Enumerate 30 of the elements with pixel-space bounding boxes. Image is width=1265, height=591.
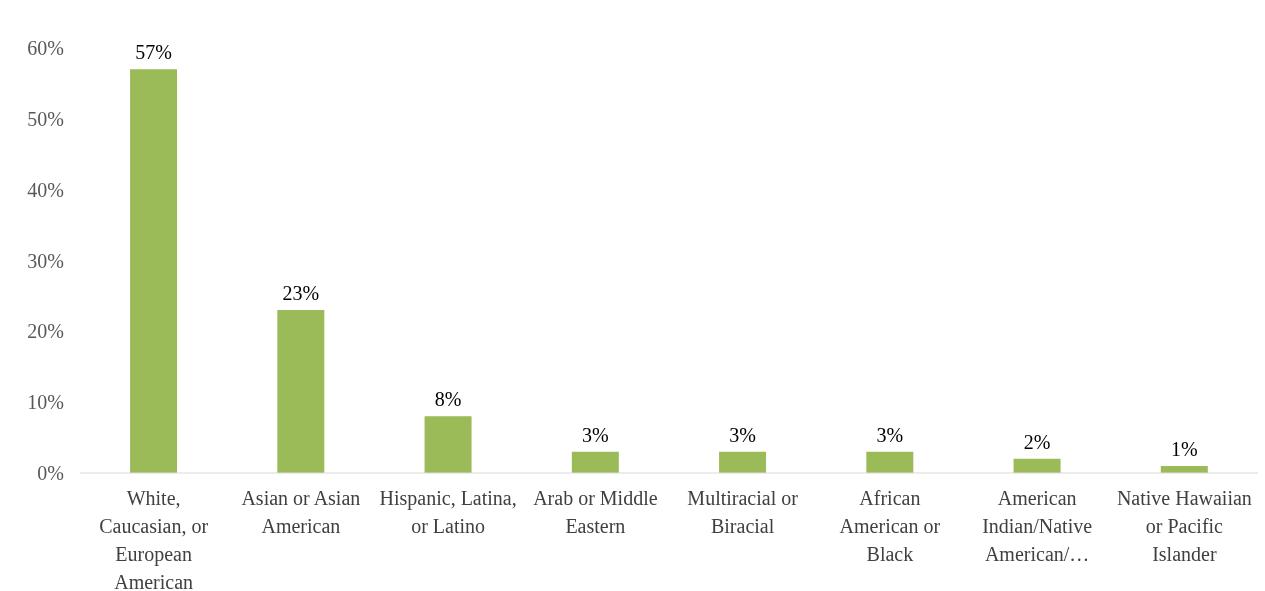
data-label: 8% [434, 388, 462, 411]
data-label: 23% [282, 282, 320, 305]
bar [571, 451, 619, 473]
data-label: 2% [1023, 430, 1051, 453]
data-label: 1% [1170, 437, 1198, 460]
y-tick-label: 0% [37, 462, 64, 485]
x-tick-label: Multiracial or Biracial [687, 487, 799, 537]
bar [866, 451, 914, 473]
data-label: 3% [729, 423, 756, 446]
y-tick-label: 60% [27, 37, 64, 60]
x-tick-label: White, Caucasian, or European American [99, 487, 209, 591]
y-tick-label: 50% [27, 107, 64, 130]
x-tick-label: American Indian/Native American/… [982, 487, 1093, 565]
y-tick-label: 30% [27, 249, 64, 272]
x-tick-label: Native Hawaiian or Pacific Islander [1116, 487, 1252, 565]
data-label: 3% [876, 423, 904, 446]
bar [130, 69, 178, 473]
x-tick-label: Arab or Middle Eastern [533, 487, 658, 537]
bar [424, 416, 472, 473]
y-tick-label: 20% [27, 320, 64, 343]
data-label: 57% [135, 41, 172, 64]
x-tick-label: African American or Black [839, 487, 941, 565]
bar [277, 310, 325, 473]
y-tick-label: 10% [27, 391, 64, 414]
bar [719, 451, 767, 473]
x-tick-label: Hispanic, Latina, or Latino [379, 487, 517, 537]
x-tick-label: Asian or Asian American [241, 487, 361, 537]
y-tick-label: 40% [27, 178, 64, 201]
bar [1013, 458, 1061, 473]
data-label: 3% [581, 423, 609, 446]
